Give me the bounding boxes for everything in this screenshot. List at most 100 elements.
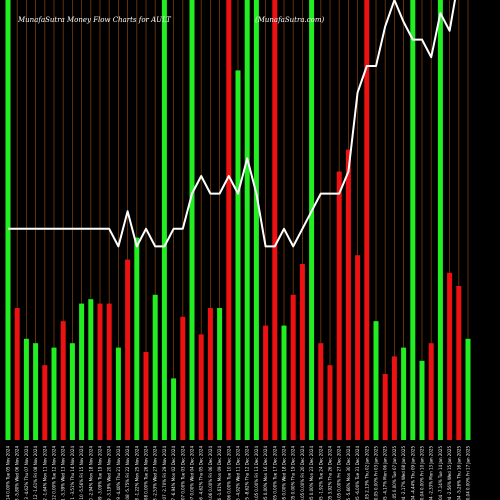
money-flow-bar	[152, 294, 158, 440]
x-tick-label: 0.05 0.00% Fri 20 Dec 2024	[300, 446, 305, 500]
x-tick-label: 0.07 -2.70% Fri 29 Nov 2024	[162, 446, 167, 500]
x-tick-label: 0.04 -2.33% Mon 13 Jan 2025	[429, 446, 434, 500]
x-tick-label: 0.10 -5.56% Fri 15 Nov 2024	[79, 446, 84, 500]
money-flow-bar	[263, 325, 269, 440]
money-flow-bar	[410, 0, 416, 440]
x-tick-labels: 0.04 0.00% Fri 17 Jan 2025 0.04 -5.26% Th…	[6, 446, 471, 500]
x-tick-label: 0.06 -1.61% Mon 09 Dec 2024	[217, 446, 222, 500]
x-tick-label: 0.04 0.00% Fri 17 Jan 2025	[466, 446, 471, 500]
chart-watermark: (MunafaSutra.com)	[255, 16, 324, 24]
money-flow-bar	[33, 343, 39, 440]
money-flow-bar	[189, 0, 195, 440]
x-tick-label: 0.05 2.13% Thu 02 Jan 2025	[364, 446, 369, 500]
x-tick-label: 0.04 -2.56% Wed 15 Jan 2025	[447, 446, 452, 500]
x-tick-label: 0.05 0.00% Fri 13 Dec 2024	[254, 446, 259, 500]
money-flow-bar	[437, 0, 443, 440]
bars-group	[5, 0, 471, 441]
x-tick-label: 0.05 -8.62% Thu 12 Dec 2024	[245, 446, 250, 500]
x-tick-label: 0.09 -4.40% Thu 21 Nov 2024	[116, 446, 121, 500]
x-tick-label: 0.14 0.00% Tue 05 Nov 2024	[6, 446, 11, 500]
money-flow-bar	[428, 343, 434, 440]
money-flow-bar	[318, 343, 324, 440]
money-flow-bar	[51, 347, 57, 440]
x-tick-label: 0.06 -4.92% Wed 11 Dec 2024	[236, 446, 241, 500]
x-tick-label: 0.05 0.00% Wed 18 Dec 2024	[282, 446, 287, 500]
money-flow-bar	[364, 0, 370, 440]
money-flow-bar	[401, 347, 407, 440]
money-flow-bar	[244, 0, 250, 440]
x-tick-label: 0.05 0.00% Tue 17 Dec 2024	[272, 446, 277, 500]
money-flow-bar	[180, 316, 186, 440]
x-tick-label: 0.12 -1.64% Mon 11 Nov 2024	[42, 446, 47, 500]
x-tick-label: 0.11 -3.51% Thu 14 Nov 2024	[70, 446, 75, 500]
x-tick-label: 0.06 -4.62% Thu 05 Dec 2024	[199, 446, 204, 500]
money-flow-bar	[171, 378, 177, 440]
money-flow-bar	[14, 308, 20, 440]
price-line-group	[8, 0, 456, 248]
money-flow-bar	[355, 255, 361, 440]
money-flow-bar	[5, 0, 11, 440]
price-line	[8, 0, 456, 248]
x-tick-label: 0.04 -2.17% Wed 08 Jan 2025	[401, 446, 406, 500]
money-flow-bar	[125, 259, 131, 440]
x-tick-label: 0.05 0.00% Mon 23 Dec 2024	[309, 446, 314, 500]
x-tick-label: 0.05 3.92% Thu 26 Dec 2024	[328, 446, 333, 500]
x-tick-label: 0.13 -4.62% Thu 07 Nov 2024	[24, 446, 29, 500]
x-tick-label: 0.06 0.00% Tue 10 Dec 2024	[226, 446, 231, 500]
x-tick-label: 0.05 0.00% Thu 19 Dec 2024	[291, 446, 296, 500]
x-tick-label: 0.12 -1.61% Fri 08 Nov 2024	[33, 446, 38, 500]
money-flow-bar	[79, 303, 85, 440]
money-flow-bar	[106, 303, 112, 440]
x-tick-label: 0.08 0.00% Tue 26 Nov 2024	[144, 446, 149, 500]
x-tick-label: 0.07 0.00% Tue 03 Dec 2024	[180, 446, 185, 500]
money-flow-bar	[290, 294, 296, 440]
money-flow-bar	[42, 365, 48, 440]
money-flow-bar	[419, 360, 425, 440]
money-flow-bar	[373, 321, 379, 440]
x-tick-label: 0.08 -1.22% Mon 25 Nov 2024	[134, 446, 139, 500]
money-flow-bar	[456, 286, 462, 440]
x-tick-label: 0.05 -4.17% Mon 06 Jan 2025	[383, 446, 388, 500]
money-flow-bar	[217, 308, 223, 440]
money-flow-bar	[272, 0, 278, 440]
money-flow-bar	[134, 237, 140, 440]
x-tick-label: 0.05 0.00% Fri 27 Dec 2024	[337, 446, 342, 500]
money-flow-bar	[391, 356, 397, 440]
money-flow-bar	[299, 264, 305, 440]
x-tick-label: 0.09 -3.09% Tue 19 Nov 2024	[98, 446, 103, 500]
money-flow-bar	[327, 365, 333, 440]
money-flow-bar	[88, 299, 94, 440]
x-tick-label: 0.05 0.00% Mon 16 Dec 2024	[263, 446, 268, 500]
x-tick-label: 0.12 0.00% Tue 12 Nov 2024	[52, 446, 57, 500]
x-tick-label: 0.07 0.00% Wed 04 Dec 2024	[190, 446, 195, 500]
money-flow-bar	[253, 0, 259, 440]
x-tick-label: 0.09 -3.19% Wed 20 Nov 2024	[107, 446, 112, 500]
x-tick-label: 0.04 -7.14% Tue 14 Jan 2025	[438, 446, 443, 500]
money-flow-bar	[207, 308, 213, 440]
money-flow-bar	[198, 334, 204, 440]
money-flow-bar	[336, 171, 342, 440]
money-flow-bar	[447, 272, 453, 440]
money-flow-bar	[97, 303, 103, 440]
money-flow-bar	[226, 0, 232, 440]
x-tick-label: 0.04 -4.44% Thu 09 Jan 2025	[410, 446, 415, 500]
x-tick-label: 0.04 0.00% Fri 10 Jan 2025	[420, 446, 425, 500]
money-flow-bar	[60, 321, 66, 440]
money-flow-bar	[281, 325, 287, 440]
money-flow-bar	[23, 338, 29, 440]
x-tick-label: 0.08 -2.53% Wed 27 Nov 2024	[153, 446, 158, 500]
x-tick-label: 0.10 -2.94% Mon 18 Nov 2024	[88, 446, 93, 500]
x-tick-label: 0.05 0.00% Tue 07 Jan 2025	[392, 446, 397, 500]
x-tick-label: 0.08 -5.75% Fri 22 Nov 2024	[125, 446, 130, 500]
x-tick-label: 0.04 -5.26% Thu 16 Jan 2025	[456, 446, 461, 500]
x-tick-label: 0.11 -3.39% Wed 13 Nov 2024	[61, 446, 66, 500]
x-tick-label: 0.06 0.00% Fri 06 Dec 2024	[208, 446, 213, 500]
x-tick-label: 0.13 -5.80% Wed 06 Nov 2024	[15, 446, 20, 500]
money-flow-bar	[345, 149, 351, 440]
money-flow-bar	[465, 338, 471, 440]
money-flow-bar	[161, 0, 167, 440]
x-tick-label: 0.07 -6.94% Mon 02 Dec 2024	[171, 446, 176, 500]
